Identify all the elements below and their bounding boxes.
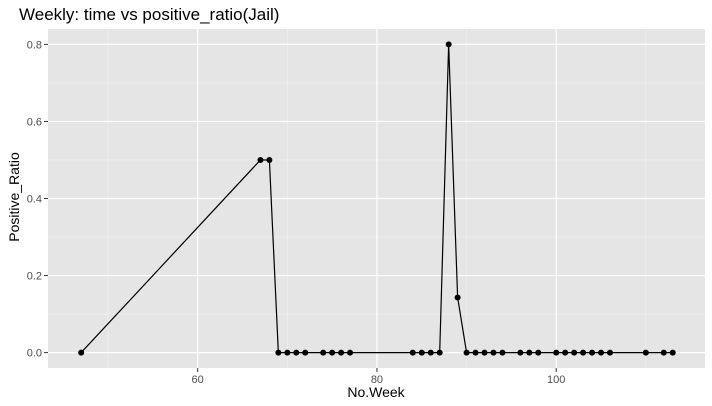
- data-point: [320, 349, 327, 356]
- data-point: [562, 349, 569, 356]
- data-point: [517, 349, 524, 356]
- chart-title: Weekly: time vs positive_ratio(Jail): [19, 5, 279, 24]
- data-point: [481, 349, 488, 356]
- data-point: [284, 349, 291, 356]
- y-axis-title: Positive_Ratio: [6, 152, 22, 242]
- data-point: [454, 294, 461, 301]
- data-point: [275, 349, 282, 356]
- data-point: [78, 349, 85, 356]
- data-point: [660, 349, 667, 356]
- y-tick-label: 0.8: [27, 39, 42, 51]
- data-point: [257, 156, 264, 163]
- data-point: [598, 349, 605, 356]
- data-point: [606, 349, 613, 356]
- x-tick-label: 100: [547, 374, 565, 386]
- y-tick-label: 0.2: [27, 271, 42, 283]
- x-tick-label: 60: [192, 374, 204, 386]
- data-point: [526, 349, 533, 356]
- data-point: [347, 349, 354, 356]
- y-tick-label: 0.0: [27, 348, 42, 360]
- data-point: [571, 349, 578, 356]
- data-point: [409, 349, 416, 356]
- data-point: [553, 349, 560, 356]
- data-point: [427, 349, 434, 356]
- data-point: [463, 349, 470, 356]
- data-point: [642, 349, 649, 356]
- y-tick-label: 0.6: [27, 116, 42, 128]
- data-point: [669, 349, 676, 356]
- data-point: [338, 349, 345, 356]
- data-point: [266, 156, 273, 163]
- y-axis: 0.0 0.2 0.4 0.6 0.8: [27, 39, 48, 360]
- data-series: [78, 41, 676, 356]
- data-point: [535, 349, 542, 356]
- x-axis-title: No.Week: [347, 384, 405, 400]
- data-point: [589, 349, 596, 356]
- data-point: [293, 349, 300, 356]
- data-point: [445, 41, 452, 48]
- data-point: [580, 349, 587, 356]
- x-axis: 60 80 100: [192, 368, 565, 386]
- data-point: [418, 349, 425, 356]
- data-point: [329, 349, 336, 356]
- data-point: [436, 349, 443, 356]
- data-point: [499, 349, 506, 356]
- data-point: [490, 349, 497, 356]
- y-tick-label: 0.4: [27, 194, 42, 206]
- data-point: [472, 349, 479, 356]
- x-tick-label: 80: [371, 374, 383, 386]
- data-point: [302, 349, 309, 356]
